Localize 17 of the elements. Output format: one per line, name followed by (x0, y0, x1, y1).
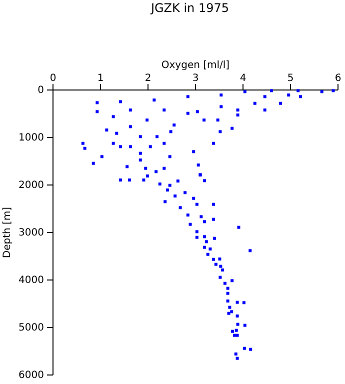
x-tick-label: 3 (192, 73, 199, 84)
x-tick-label: 4 (240, 73, 246, 84)
y-tick-label: 0 (38, 85, 44, 96)
y-tick-label: 3000 (18, 228, 44, 239)
x-tick-label: 5 (287, 73, 294, 84)
y-tick-label: 1000 (18, 132, 44, 144)
y-tick-label: 2000 (18, 180, 44, 192)
y-tick-label: 6000 (18, 370, 44, 382)
x-tick-label: 0 (50, 73, 56, 84)
x-tick-label: 6 (334, 73, 342, 84)
y-tick-label: 5000 (18, 322, 44, 334)
x-tick-label: 2 (144, 73, 152, 84)
y-tick-label: 4000 (18, 275, 44, 286)
x-axis-title: Oxygen [ml/l] (161, 60, 230, 71)
x-tick-label: 1 (97, 73, 104, 84)
chart-title: JGZK in 1975 (150, 1, 230, 15)
y-axis-title: Depth [m] (2, 206, 13, 258)
